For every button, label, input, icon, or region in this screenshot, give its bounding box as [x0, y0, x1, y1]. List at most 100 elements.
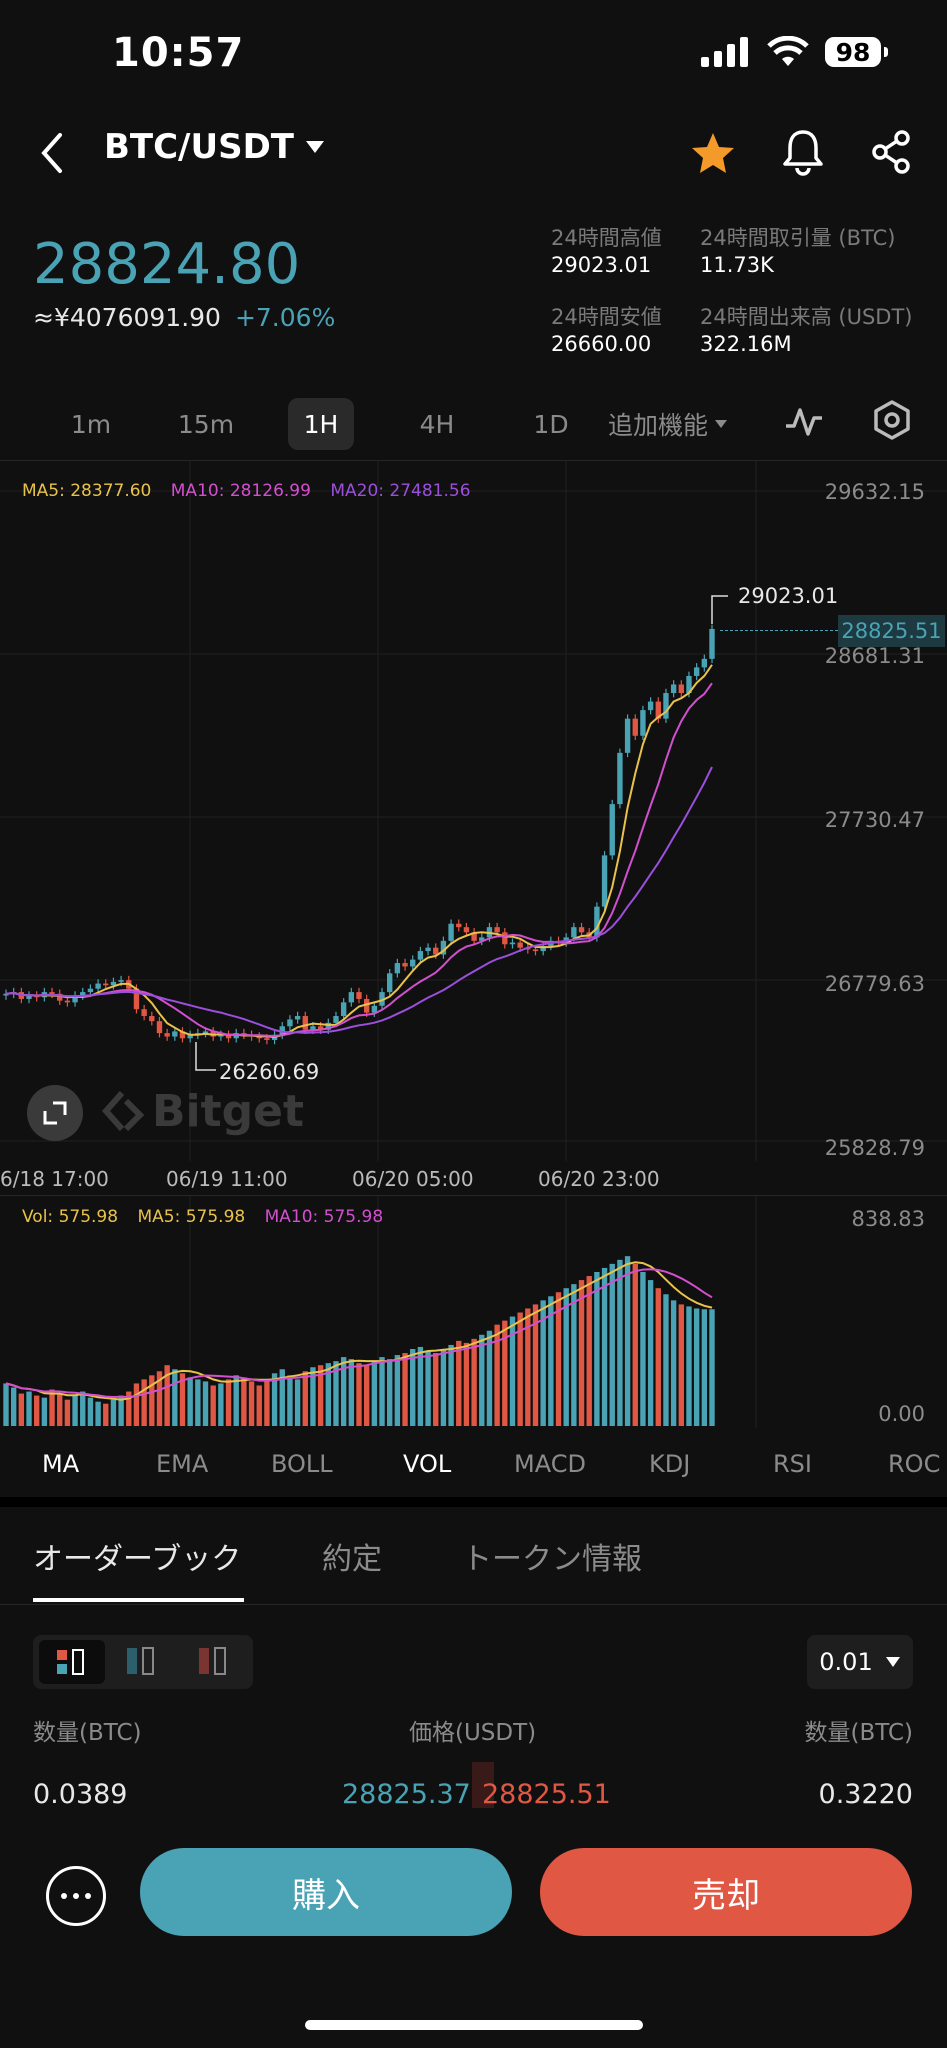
volume-bar: [72, 1395, 78, 1426]
pair-selector[interactable]: BTC/USDT: [104, 127, 326, 167]
tab-trades[interactable]: 約定: [322, 1542, 382, 1577]
tab-token-info[interactable]: トークン情報: [462, 1542, 642, 1577]
ask-qty: 0.3220: [818, 1779, 913, 1810]
bell-icon[interactable]: [781, 128, 825, 176]
volume-bar: [18, 1393, 25, 1426]
volume-bar: [34, 1395, 40, 1426]
candle: [202, 1031, 209, 1034]
layout-asks-button[interactable]: [197, 1646, 231, 1680]
home-indicator: [305, 2020, 643, 2030]
volume-bar: [95, 1401, 101, 1426]
candle: [502, 932, 508, 945]
volume-bar: [348, 1359, 355, 1426]
depth-precision-dropdown[interactable]: 0.01: [807, 1635, 913, 1689]
high-label: 24時間高値: [551, 226, 662, 250]
candle: [118, 980, 124, 982]
volume-bar: [256, 1385, 262, 1426]
candle: [540, 945, 546, 952]
sell-button[interactable]: 売却: [540, 1848, 912, 1936]
volume-chart[interactable]: [0, 1196, 947, 1428]
volume-bar: [532, 1304, 539, 1426]
bid-qty: 0.0389: [33, 1779, 128, 1810]
volume-bar: [302, 1371, 308, 1426]
tab-timeframe-15m[interactable]: 15m: [177, 409, 235, 439]
volume-bar: [463, 1342, 470, 1426]
share-icon[interactable]: [870, 130, 912, 174]
volume-bar: [141, 1379, 147, 1426]
ma10-legend: MA10: 28126.99: [170, 481, 311, 501]
back-icon[interactable]: [38, 131, 68, 175]
current-price-line: [720, 630, 838, 631]
chart-settings-icon[interactable]: [872, 400, 912, 440]
volume-bar: [241, 1377, 247, 1426]
bid-price[interactable]: 28825.37: [342, 1779, 471, 1810]
volume-bar: [571, 1284, 577, 1426]
layout-both-button[interactable]: [39, 1640, 105, 1684]
volume-bar: [333, 1361, 339, 1426]
candle: [693, 667, 700, 676]
tab-indicator-kdj[interactable]: KDJ: [649, 1450, 691, 1478]
price-chart[interactable]: [0, 461, 947, 1161]
ask-depth-bar: [472, 1762, 494, 1808]
volume-bar: [371, 1361, 378, 1426]
fullscreen-button[interactable]: [27, 1085, 83, 1141]
candle: [57, 993, 63, 1001]
buy-button[interactable]: 購入: [140, 1848, 512, 1936]
candle: [218, 1034, 224, 1037]
volume-bar: [195, 1379, 201, 1426]
tab-indicator-roc[interactable]: ROC: [888, 1450, 941, 1478]
tab-timeframe-1m[interactable]: 1m: [70, 409, 112, 439]
price-axis-label: 29632.15: [824, 480, 925, 504]
candle: [571, 927, 577, 938]
favorite-star-icon[interactable]: [690, 131, 736, 175]
price-axis-label: 26779.63: [824, 972, 925, 996]
more-features-label: 追加機能: [608, 411, 709, 440]
more-options-button[interactable]: [46, 1866, 106, 1926]
tab-indicator-macd[interactable]: MACD: [514, 1450, 586, 1478]
volume-bar: [126, 1391, 132, 1426]
tab-indicator-ma[interactable]: MA: [42, 1450, 80, 1478]
price-axis-label: 27730.47: [824, 808, 925, 832]
tab-indicator-rsi[interactable]: RSI: [773, 1450, 812, 1478]
tab-timeframe-1h[interactable]: 1H: [288, 398, 354, 450]
expand-icon: [43, 1101, 67, 1125]
candle: [348, 992, 355, 1003]
tab-indicator-vol[interactable]: VOL: [403, 1450, 452, 1478]
volume-btc-value: 11.73K: [700, 253, 774, 277]
volume-bar: [57, 1393, 63, 1426]
indicator-wave-icon[interactable]: [784, 404, 824, 440]
candle: [149, 1016, 155, 1022]
volume-bar: [41, 1397, 48, 1426]
more-features-dropdown[interactable]: 追加機能: [608, 398, 728, 450]
volume-bar: [294, 1379, 301, 1426]
volume-bar: [363, 1365, 370, 1426]
candle: [640, 710, 646, 736]
candle: [532, 949, 539, 952]
candle: [417, 951, 424, 960]
tab-orderbook[interactable]: オーダーブック: [33, 1542, 242, 1577]
ask-price[interactable]: 28825.51: [482, 1779, 611, 1810]
candle: [325, 1022, 331, 1030]
volume-bar: [80, 1391, 86, 1426]
volume-bar: [425, 1351, 431, 1426]
ma5-line: [5, 664, 713, 1038]
vol-ma10-legend: MA10: 575.98: [264, 1207, 384, 1227]
volume-bar: [379, 1357, 385, 1426]
candle: [317, 1026, 324, 1030]
ma20-legend: MA20: 27481.56: [330, 481, 471, 501]
candle: [379, 992, 385, 1006]
volume-bar: [502, 1320, 508, 1426]
tab-indicator-boll[interactable]: BOLL: [271, 1450, 333, 1478]
candle: [87, 988, 94, 993]
volume-bar: [609, 1263, 615, 1426]
more-dots-icon: [61, 1893, 91, 1899]
candle: [141, 1009, 147, 1017]
layout-bids-button[interactable]: [125, 1646, 159, 1680]
tab-timeframe-4h[interactable]: 4H: [419, 409, 455, 439]
volume-bar: [172, 1369, 178, 1426]
tab-timeframe-1d[interactable]: 1D: [533, 409, 569, 439]
tab-indicator-ema[interactable]: EMA: [156, 1450, 209, 1478]
candle: [594, 906, 600, 938]
candle: [64, 1000, 71, 1003]
volume-bar: [517, 1312, 523, 1426]
